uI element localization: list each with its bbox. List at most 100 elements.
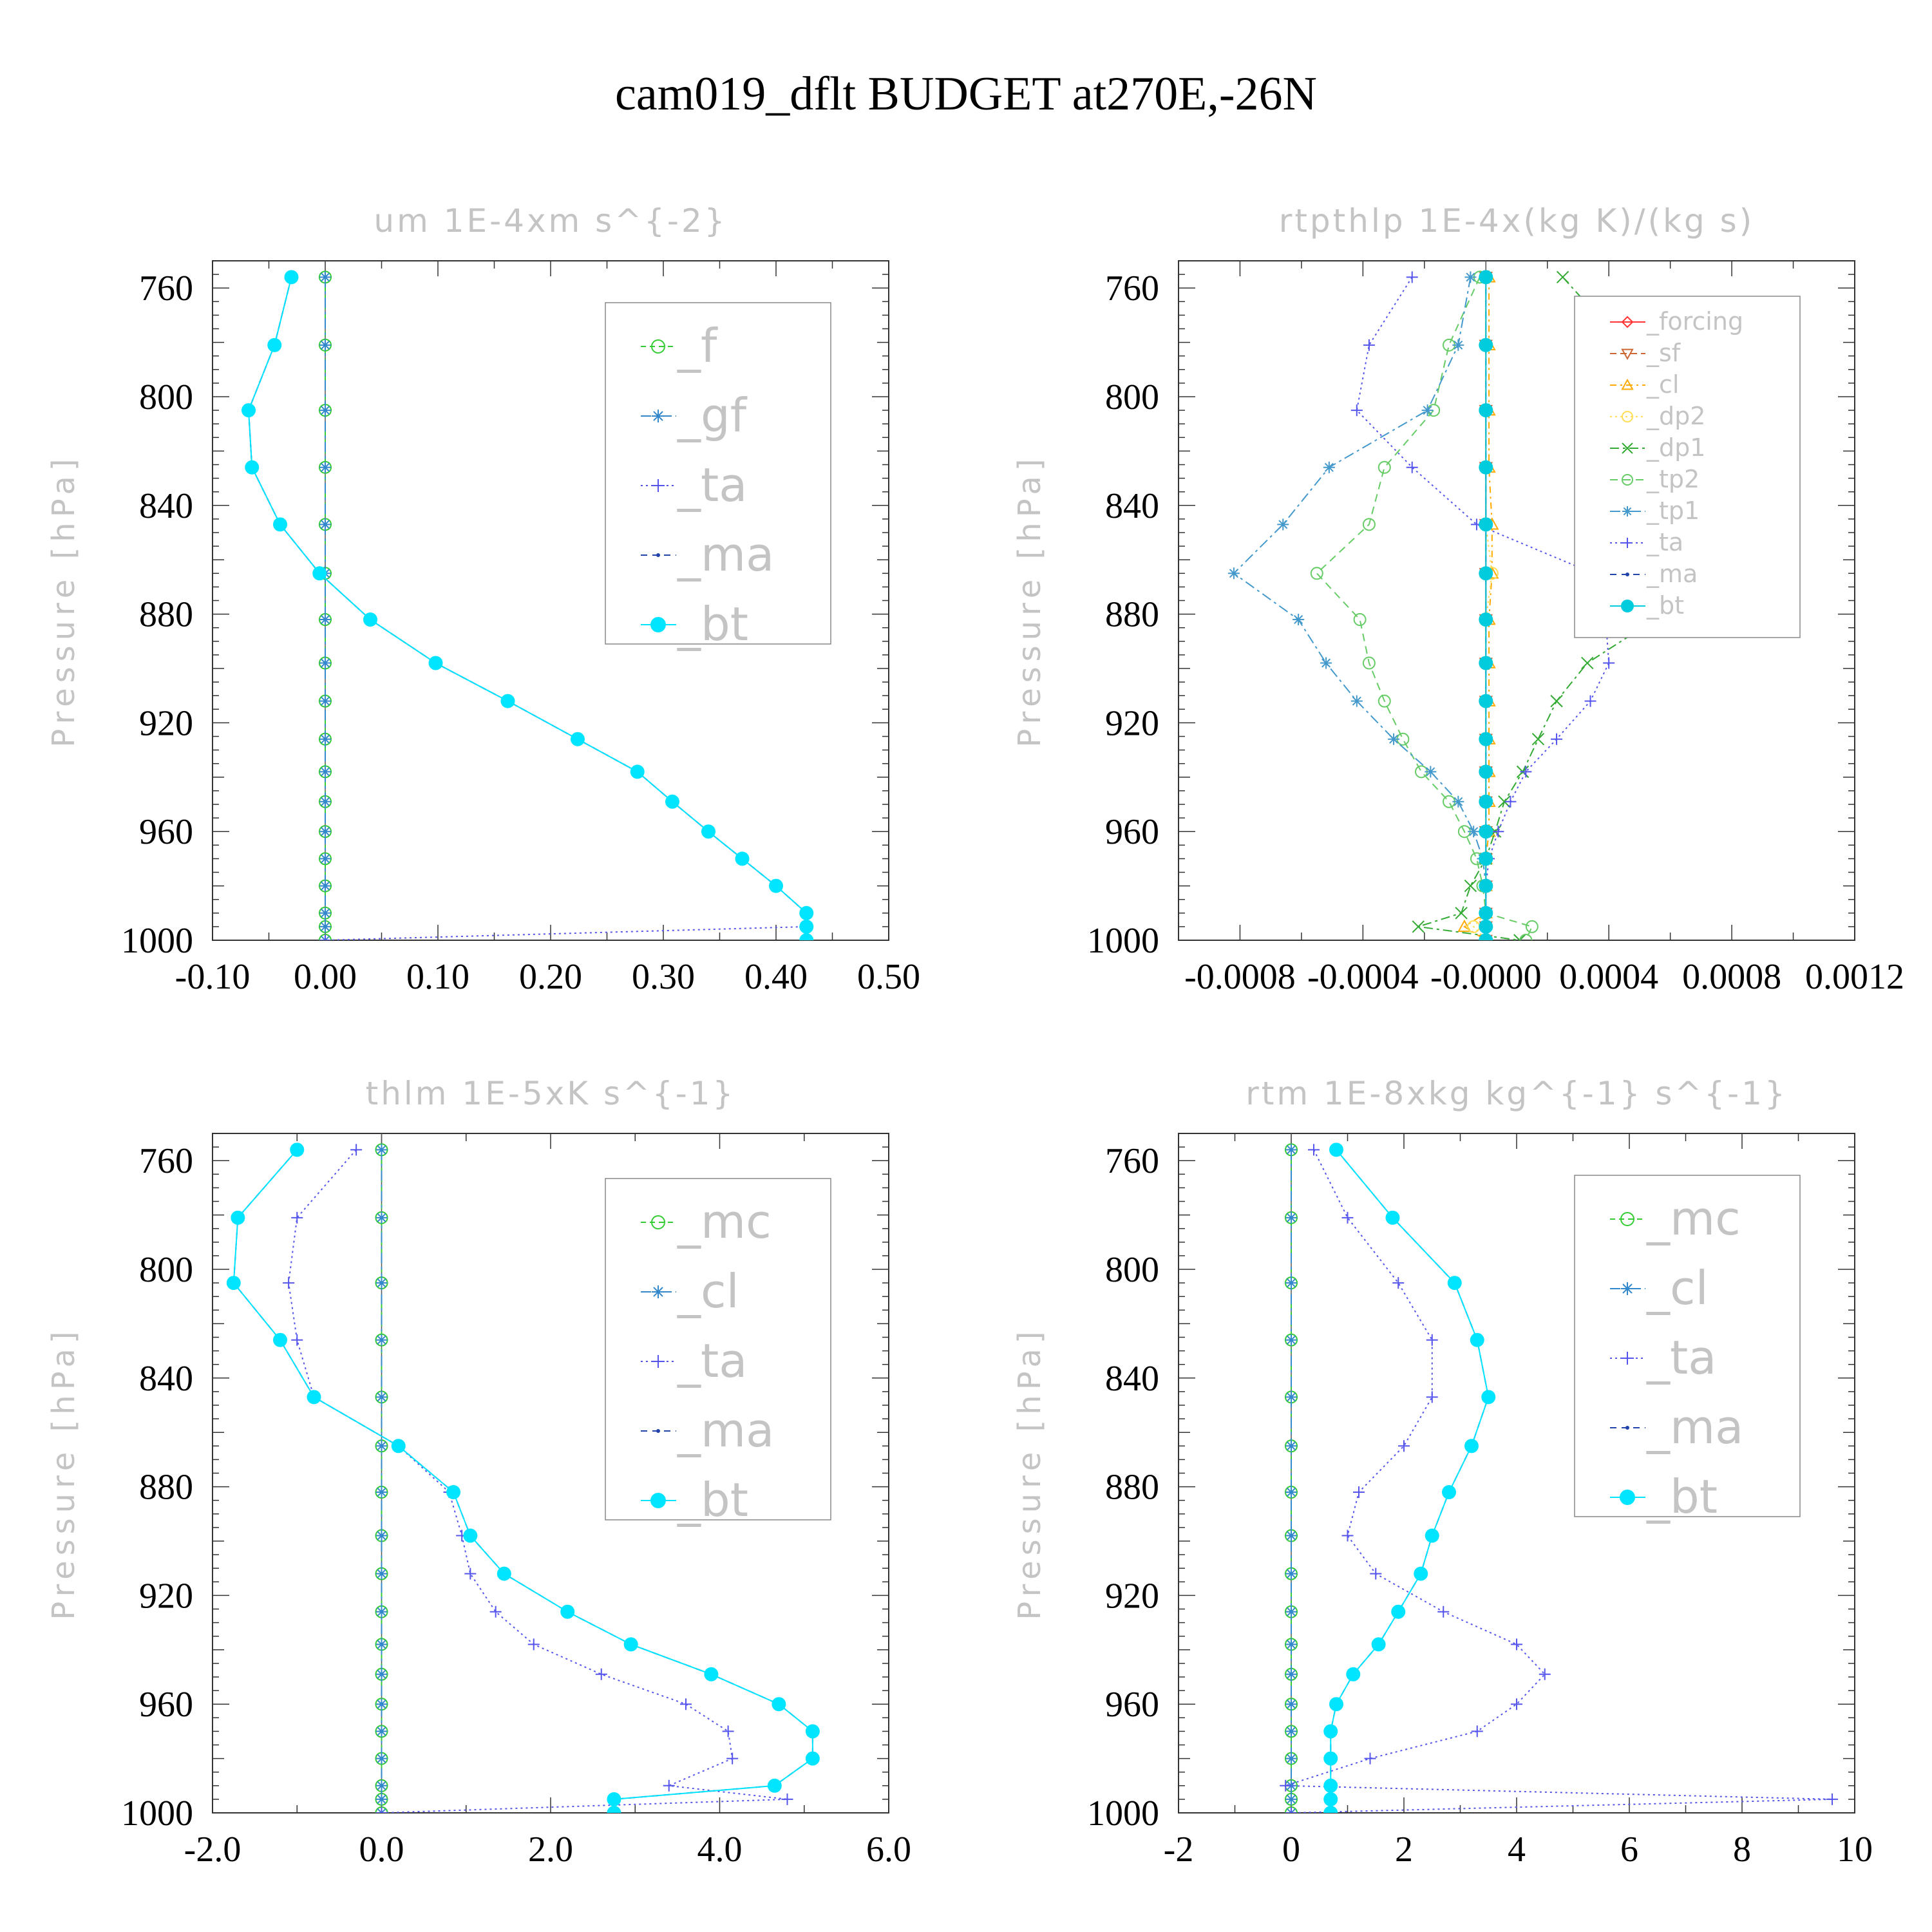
legend-label: _forcing (1646, 307, 1743, 336)
data-point (1285, 1530, 1297, 1542)
series-line (288, 1149, 788, 1813)
legend-marker (1621, 378, 1634, 390)
data-point (1520, 766, 1532, 778)
series-cl (1285, 1144, 1297, 1813)
legend-entry: _ma (1610, 560, 1698, 588)
x-tick-label: -0.0004 (1307, 957, 1419, 997)
data-point (319, 934, 331, 940)
y-tick-label: 1000 (1087, 921, 1159, 961)
data-point (319, 271, 331, 283)
data-point (375, 1334, 388, 1346)
data-point (1323, 1751, 1338, 1766)
data-point (772, 1697, 786, 1712)
legend-entry: _forcing (1610, 307, 1743, 336)
data-point (1437, 1605, 1450, 1618)
legend-entry: _tp2 (1610, 465, 1700, 493)
data-point (375, 1277, 388, 1289)
data-point (1406, 271, 1418, 283)
series-ta (1280, 1144, 1838, 1813)
data-point (726, 1752, 739, 1765)
data-point (1479, 403, 1493, 418)
data-point (1285, 1725, 1297, 1738)
x-tick-label: -0.10 (175, 957, 251, 997)
data-point (319, 766, 331, 778)
data-point (391, 1439, 406, 1454)
legend-marker (656, 553, 660, 557)
y-tick-label: 800 (139, 1250, 193, 1290)
data-point (1285, 1211, 1297, 1224)
data-point (1479, 566, 1493, 581)
data-point (1425, 766, 1437, 778)
legend-entry: _dp1 (1610, 433, 1705, 462)
data-point (1285, 1807, 1297, 1813)
data-point (1511, 1638, 1522, 1651)
legend-marker (1625, 573, 1629, 576)
data-point (1481, 1390, 1496, 1405)
x-tick-label: 0.0008 (1682, 957, 1781, 997)
data-point (769, 878, 783, 893)
data-point (1285, 1793, 1297, 1805)
data-point (1479, 517, 1493, 532)
y-tick-label: 880 (1105, 1468, 1159, 1508)
legend-marker (651, 1215, 665, 1229)
legend-marker (1622, 506, 1633, 516)
data-point (1479, 694, 1493, 708)
data-point (375, 1725, 388, 1738)
data-point (1285, 1440, 1297, 1452)
x-tick-label: 0.0004 (1559, 957, 1658, 997)
y-tick-label: 880 (139, 1468, 193, 1508)
x-tick-label: 6.0 (866, 1830, 911, 1870)
legend-marker (1620, 1212, 1634, 1226)
data-point (1447, 1276, 1462, 1291)
data-point (375, 1779, 388, 1792)
y-ticks: 760 800 840 880 920 960 1000 (121, 260, 889, 961)
data-point (1479, 794, 1493, 809)
series-line (1233, 277, 1487, 940)
x-tick-label: 4 (1508, 1830, 1526, 1870)
data-point (1392, 1277, 1405, 1289)
data-point (375, 1530, 388, 1542)
data-point (273, 517, 287, 532)
x-tick-label: 4.0 (697, 1830, 743, 1870)
legend-entry: _ma (641, 1403, 774, 1457)
data-point (571, 732, 585, 746)
legend-entry: _ma (1610, 1400, 1743, 1454)
data-point (1479, 919, 1493, 934)
data-point (319, 339, 331, 351)
data-point (1492, 826, 1504, 838)
chart-panel-2: rtpthlp 1E-4x(kg K)/(kg s) Pressure [hPa]… (1012, 202, 1904, 997)
data-point (1470, 1332, 1484, 1347)
data-point (1511, 1698, 1522, 1710)
legend-entry: _cl (641, 1264, 739, 1318)
x-tick-label: 0.30 (632, 957, 695, 997)
data-point (1329, 1142, 1343, 1157)
legend-marker (1621, 316, 1634, 328)
legend-label: _mc (677, 1195, 772, 1249)
x-ticks: -2 0 2 4 6 8 10 (1164, 1133, 1873, 1870)
x-ticks: -0.0008 -0.0004 -0.0000 0.0004 0.0008 0.0012 (1184, 261, 1904, 997)
legend-marker (1622, 411, 1633, 422)
y-tick-label: 920 (139, 703, 193, 743)
y-tick-label: 840 (1105, 1359, 1159, 1399)
legend-marker (1621, 600, 1634, 612)
data-point (1479, 337, 1493, 352)
data-point (290, 1142, 305, 1157)
data-point (781, 1793, 793, 1805)
chart-panel-3: thlm 1E-5xK s^{-1} Pressure [hPa] 760 800 84… (46, 1075, 911, 1870)
data-point (799, 933, 814, 940)
data-point (1323, 1792, 1338, 1806)
y-tick-label: 840 (139, 486, 193, 526)
data-point (704, 1667, 719, 1681)
data-point (363, 612, 377, 627)
data-point (680, 1698, 692, 1710)
data-point (1406, 461, 1418, 473)
series-line (1285, 1149, 1833, 1813)
legend-label: _sf (1646, 339, 1681, 367)
data-point (1525, 920, 1539, 933)
data-point (1310, 567, 1323, 580)
legend: _f _gf _ta _ma _bt (605, 302, 831, 651)
data-point (319, 853, 331, 865)
data-point (1388, 733, 1400, 745)
data-point (1452, 339, 1464, 351)
legend-marker (1622, 538, 1633, 548)
